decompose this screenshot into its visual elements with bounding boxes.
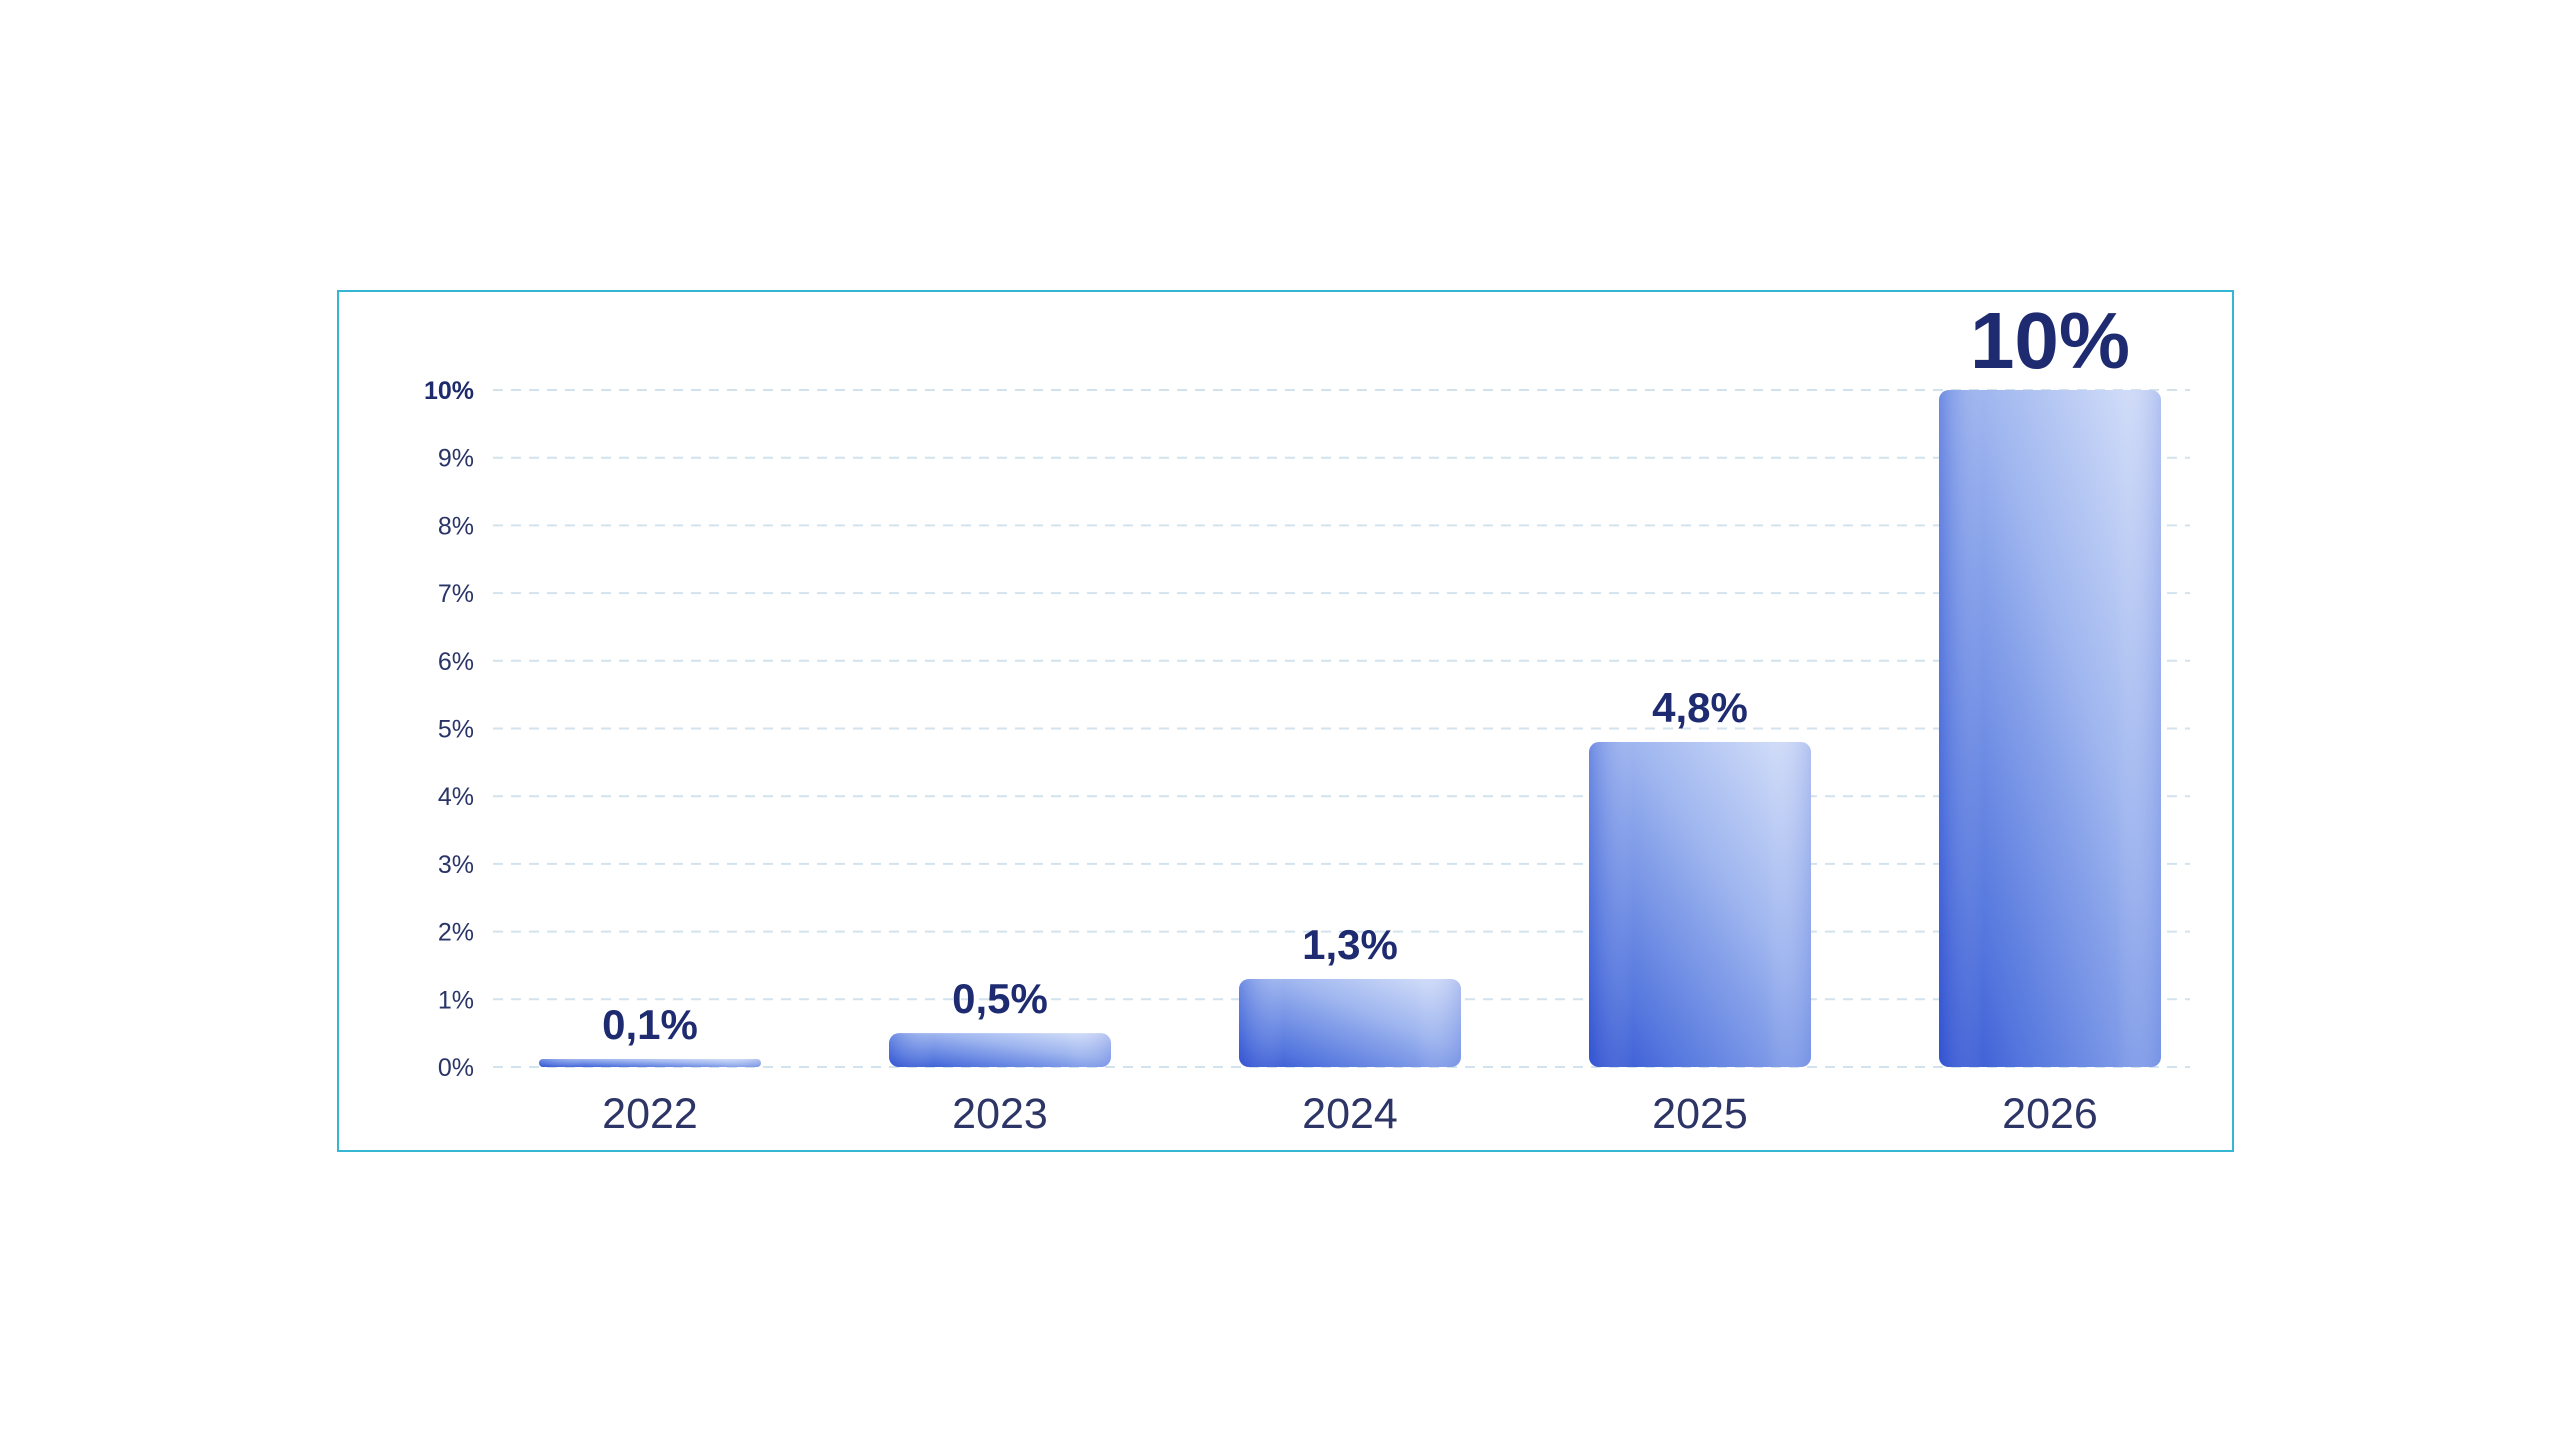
y-tick-label: 1% <box>438 986 474 1014</box>
y-tick-label: 3% <box>438 851 474 879</box>
y-tick-label: 8% <box>438 512 474 540</box>
y-tick-label: 4% <box>438 783 474 811</box>
x-axis-labels: 2022 2023 2024 2025 2026 <box>602 1090 2098 1138</box>
value-label: 0,5% <box>952 975 1048 1022</box>
bar-shade <box>1939 390 2161 1067</box>
y-tick-label: 10% <box>424 377 474 405</box>
value-label: 10% <box>1970 296 2130 385</box>
x-tick-label: 2025 <box>1652 1090 1748 1138</box>
bar-shade <box>1239 978 1461 1067</box>
y-tick-label: 0% <box>438 1054 474 1082</box>
x-tick-label: 2022 <box>602 1090 698 1138</box>
bar-shade <box>1589 742 1811 1067</box>
y-tick-label: 6% <box>438 648 474 676</box>
y-tick-label: 2% <box>438 919 474 947</box>
x-tick-label: 2024 <box>1302 1090 1398 1138</box>
y-tick-label: 5% <box>438 716 474 744</box>
x-tick-label: 2023 <box>952 1090 1048 1138</box>
value-labels: 0,1% 0,5% 1,3% 4,8% 10% <box>602 296 2130 1048</box>
y-tick-label: 9% <box>438 445 474 473</box>
value-label: 0,1% <box>602 1001 698 1048</box>
value-label: 4,8% <box>1652 684 1748 731</box>
bar-shade <box>539 1059 761 1067</box>
x-tick-label: 2026 <box>2002 1090 2098 1138</box>
value-label: 1,3% <box>1302 921 1398 968</box>
bar-shade <box>889 1033 1111 1067</box>
y-axis-ticks: 0% 1% 2% 3% 4% 5% 6% 7% 8% 9% 10% <box>424 377 474 1082</box>
bars <box>539 390 2161 1067</box>
y-tick-label: 7% <box>438 580 474 608</box>
